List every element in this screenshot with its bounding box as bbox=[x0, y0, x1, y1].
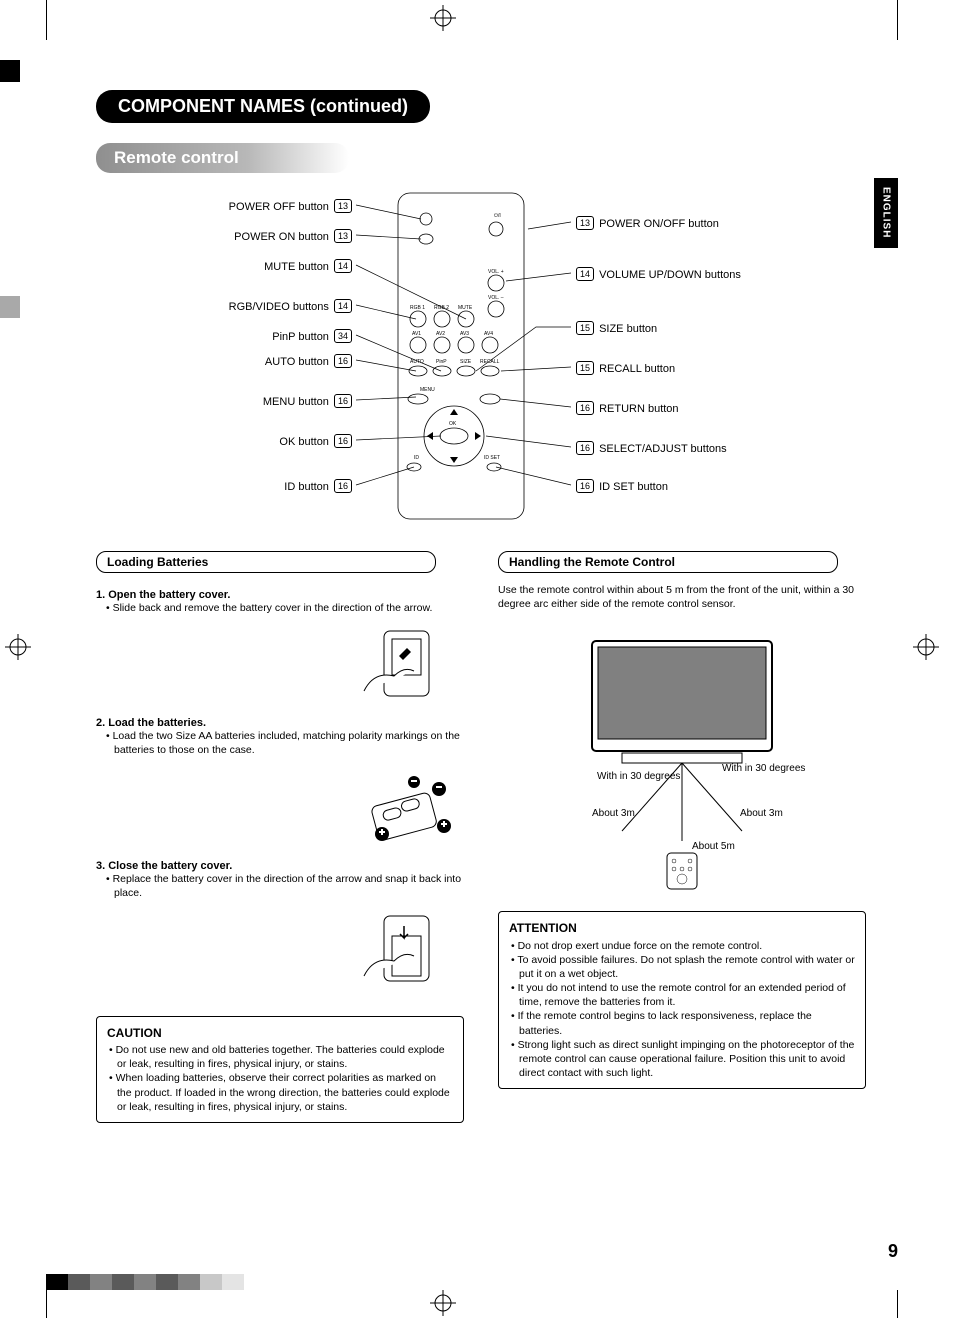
side-marker bbox=[0, 60, 20, 82]
callout-left: RGB/VIDEO buttons 14 bbox=[229, 299, 354, 313]
loading-heading: Loading Batteries bbox=[96, 551, 436, 573]
page-title: COMPONENT NAMES (continued) bbox=[96, 90, 430, 123]
svg-text:With in 30 degrees: With in 30 degrees bbox=[722, 763, 805, 774]
step-line: Load the two Size AA batteries included,… bbox=[96, 729, 464, 757]
colorbar-swatch bbox=[46, 1274, 68, 1290]
registration-mark bbox=[913, 634, 939, 660]
color-bar bbox=[46, 1274, 244, 1290]
registration-mark bbox=[430, 1290, 456, 1316]
callout-right: 16 SELECT/ADJUST buttons bbox=[574, 441, 727, 455]
svg-text:About 3m: About 3m bbox=[592, 808, 635, 819]
crop-mark bbox=[897, 1290, 898, 1318]
callout-right: 16 ID SET button bbox=[574, 479, 668, 493]
svg-text:With in 30 degrees: With in 30 degrees bbox=[597, 771, 680, 782]
callout-left: MENU button 16 bbox=[263, 394, 354, 408]
step-title: 2. Load the batteries. bbox=[96, 717, 464, 729]
leader-lines bbox=[96, 181, 866, 541]
callout-right: 16 RETURN button bbox=[574, 401, 679, 415]
colorbar-swatch bbox=[134, 1274, 156, 1290]
callout-left: PinP button 34 bbox=[272, 329, 354, 343]
crop-mark bbox=[46, 1290, 47, 1318]
registration-mark bbox=[430, 5, 456, 31]
callout-right: 15 SIZE button bbox=[574, 321, 657, 335]
attention-item: It you do not intend to use the remote c… bbox=[509, 981, 855, 1009]
colorbar-swatch bbox=[90, 1274, 112, 1290]
svg-text:About 5m: About 5m bbox=[692, 841, 735, 852]
caution-box: CAUTION Do not use new and old batteries… bbox=[96, 1016, 464, 1123]
page-number: 9 bbox=[888, 1241, 898, 1262]
attention-box: ATTENTION Do not drop exert undue force … bbox=[498, 911, 866, 1089]
section-title: Remote control bbox=[96, 143, 349, 173]
callout-right: 13 POWER ON/OFF button bbox=[574, 216, 719, 230]
step-line: Replace the battery cover in the directi… bbox=[96, 872, 464, 900]
svg-text:About 3m: About 3m bbox=[740, 808, 783, 819]
attention-item: If the remote control begins to lack res… bbox=[509, 1009, 855, 1037]
callout-left: AUTO button 16 bbox=[265, 354, 354, 368]
colorbar-swatch bbox=[222, 1274, 244, 1290]
registration-mark bbox=[5, 634, 31, 660]
callout-left: OK button 16 bbox=[279, 434, 354, 448]
caution-title: CAUTION bbox=[107, 1025, 453, 1041]
colorbar-swatch bbox=[200, 1274, 222, 1290]
side-marker bbox=[0, 296, 20, 318]
step-title: 3. Close the battery cover. bbox=[96, 860, 464, 872]
crop-mark bbox=[897, 0, 898, 40]
caution-item: When loading batteries, observe their co… bbox=[107, 1071, 453, 1114]
step-illustration bbox=[344, 764, 464, 854]
colorbar-swatch bbox=[156, 1274, 178, 1290]
attention-title: ATTENTION bbox=[509, 920, 855, 936]
callout-left: POWER ON button 13 bbox=[234, 229, 354, 243]
range-diagram: With in 30 degrees With in 30 degrees Ab… bbox=[522, 631, 842, 891]
callout-left: MUTE button 14 bbox=[264, 259, 354, 273]
callout-left: ID button 16 bbox=[284, 479, 354, 493]
handling-heading: Handling the Remote Control bbox=[498, 551, 838, 573]
callout-left: POWER OFF button 13 bbox=[229, 199, 354, 213]
step-illustration bbox=[344, 906, 464, 996]
step-illustration bbox=[344, 621, 464, 711]
caution-item: Do not use new and old batteries togethe… bbox=[107, 1043, 453, 1071]
language-tab: ENGLISH bbox=[874, 178, 898, 248]
handling-intro: Use the remote control within about 5 m … bbox=[498, 583, 866, 611]
colorbar-swatch bbox=[178, 1274, 200, 1290]
colorbar-swatch bbox=[68, 1274, 90, 1290]
remote-diagram: ⏻/I VOL. + VOL. – RGB 1 RGB 2 MUTE AV1 A… bbox=[96, 181, 866, 541]
step-line: Slide back and remove the battery cover … bbox=[96, 601, 464, 615]
colorbar-swatch bbox=[112, 1274, 134, 1290]
callout-right: 14 VOLUME UP/DOWN buttons bbox=[574, 267, 741, 281]
callout-right: 15 RECALL button bbox=[574, 361, 675, 375]
attention-item: Do not drop exert undue force on the rem… bbox=[509, 939, 855, 953]
attention-item: To avoid possible failures. Do not splas… bbox=[509, 953, 855, 981]
step-title: 1. Open the battery cover. bbox=[96, 589, 464, 601]
attention-item: Strong light such as direct sunlight imp… bbox=[509, 1038, 855, 1081]
crop-mark bbox=[46, 0, 47, 40]
